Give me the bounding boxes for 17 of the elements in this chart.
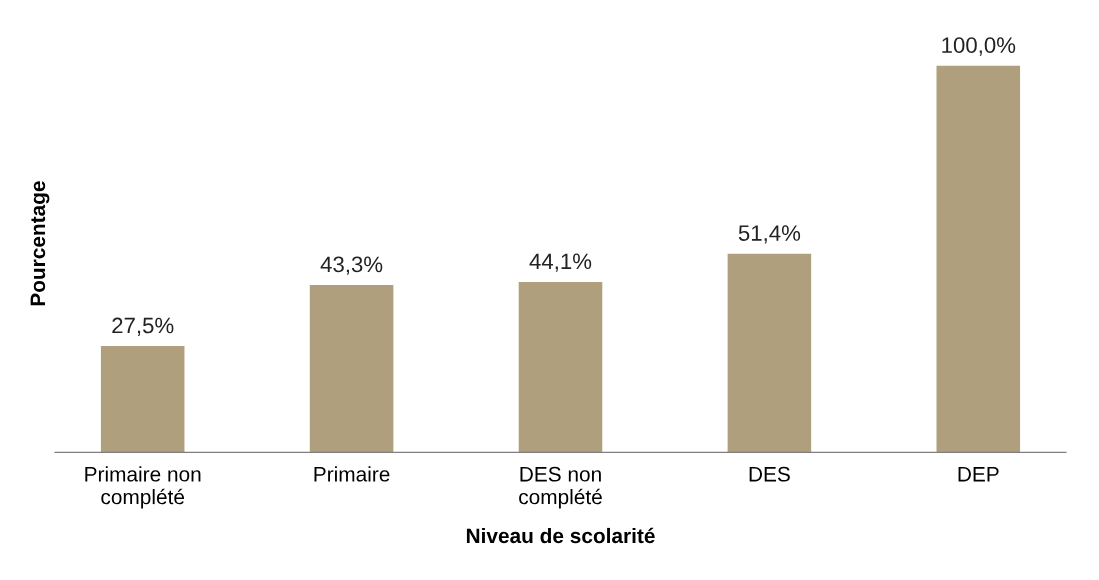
x-tick-label: DES — [749, 466, 790, 482]
data-label: 27,5% — [112, 317, 174, 336]
x-tick-label: Primaire — [314, 466, 390, 482]
x-tick-label: Primaire non complété — [85, 466, 201, 509]
x-tick-label: DES non complété — [519, 466, 602, 509]
data-label: 44,1% — [529, 253, 592, 272]
bar — [518, 281, 603, 453]
bar — [309, 284, 394, 453]
bar — [936, 65, 1021, 453]
x-tick-label: DEP — [958, 467, 999, 482]
data-label: 51,4% — [738, 225, 801, 244]
y-axis-title: Pourcentage — [30, 181, 50, 306]
data-label: 43,3% — [320, 256, 383, 275]
bar — [727, 253, 812, 453]
bar — [100, 346, 185, 453]
data-label: 100,0% — [942, 37, 1016, 56]
x-axis-title: Niveau de scolarité — [466, 527, 655, 544]
